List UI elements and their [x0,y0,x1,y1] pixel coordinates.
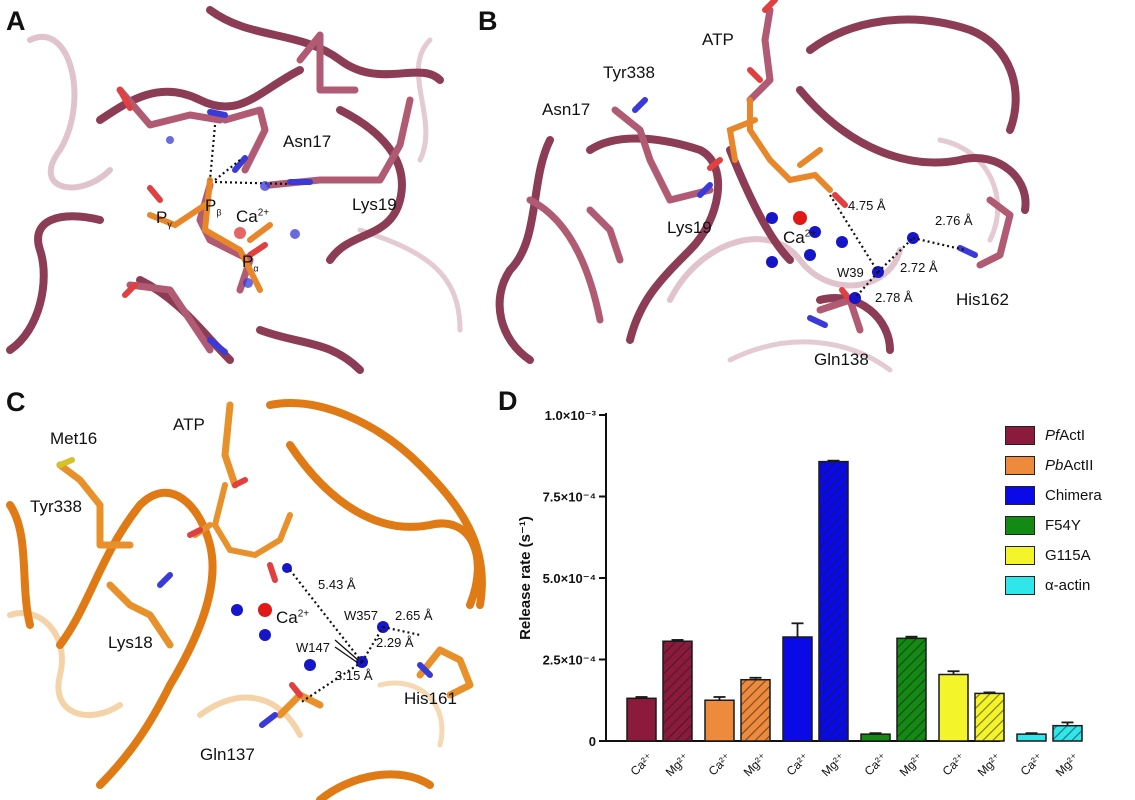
distance-3-15: 3.15 Å [335,668,373,683]
y-tick-label: 0 [589,734,596,749]
bar-α-actin-1 [1052,724,1083,742]
panel-a: A Asn17 Lys19 Ca2+ Pγ Pβ Pα [0,0,466,375]
bar-PfActI-0 [626,697,657,742]
x-tick-label: Mg²⁺ [1053,750,1082,779]
label-tyr338: Tyr338 [30,497,82,516]
distance-2-78: 2.78 Å [875,290,913,305]
x-tick-label: Mg²⁺ [975,750,1004,779]
distance-5-43: 5.43 Å [318,577,356,592]
panel-b: B ATP Tyr338 Asn17 Lys19 Ca2+ His162 Gln… [470,0,1030,375]
legend-label: G115A [1045,546,1091,564]
label-p-alpha: Pα [242,252,259,274]
label-ca-ion: Ca2+ [783,228,817,247]
legend-label: PfActI [1045,426,1086,444]
label-asn17: Asn17 [542,100,591,119]
panel-c: C Met16 ATP Tyr338 Lys18 Ca2+ W357 W147 … [0,385,500,800]
legend-label: Chimera [1045,486,1102,504]
label-w39: W39 [837,265,864,280]
x-tick-label: Mg²⁺ [897,750,926,779]
panel-label-d: D [498,386,518,416]
x-tick-label: Mg²⁺ [819,750,848,779]
label-met16: Met16 [50,429,98,448]
x-tick-label: Mg²⁺ [663,750,692,779]
label-p-gamma: Pγ [156,208,172,230]
bar-α-actin-0 [1016,733,1047,742]
label-w147: W147 [296,640,330,655]
label-ca-ion: Ca2+ [236,207,270,226]
panel-label-c: C [6,387,26,417]
y-tick-label: 2.5×10⁻⁴ [543,653,596,668]
x-tick-label: Ca²⁺ [862,750,890,778]
bar-G115A-0 [938,673,969,742]
legend-swatch [1005,425,1035,445]
legend-swatch [1005,485,1035,505]
legend-label: α-actin [1045,576,1091,594]
bar-G115A-1 [974,692,1005,742]
legend-item: Chimera [1005,480,1102,510]
distance-2-65: 2.65 Å [395,608,433,623]
bar-F54Y-0 [860,733,891,742]
legend-swatch [1005,455,1035,475]
x-tick-label: Mg²⁺ [741,750,770,779]
x-tick-label: Ca²⁺ [784,750,812,778]
y-tick-label: 7.5×10⁻⁴ [543,490,596,505]
label-his162: His162 [956,290,1009,309]
label-tyr338: Tyr338 [603,63,655,82]
label-atp: ATP [173,415,205,434]
legend-label: PbActII [1045,456,1094,474]
legend-swatch [1005,575,1035,595]
label-ca-ion: Ca2+ [276,608,310,627]
x-tick-label: Ca²⁺ [1018,750,1046,778]
panel-c-structure [6,399,486,800]
panel-a-structure [6,6,463,374]
legend-item: α-actin [1005,570,1102,600]
panel-label-a: A [6,6,26,36]
legend-item: G115A [1005,540,1102,570]
distance-2-72: 2.72 Å [900,260,938,275]
x-tick-label: Ca²⁺ [706,750,734,778]
label-lys19: Lys19 [352,195,397,214]
y-tick-label: 5.0×10⁻⁴ [543,571,596,586]
legend-item: PbActII [1005,450,1102,480]
distance-2-76: 2.76 Å [935,213,973,228]
label-his161: His161 [404,689,457,708]
legend-item: PfActI [1005,420,1102,450]
legend-swatch [1005,515,1035,535]
x-tick-label: Ca²⁺ [628,750,656,778]
y-tick-label: 1.0×10⁻³ [545,408,597,423]
bar-Chimera-0 [782,636,813,742]
label-w357: W357 [344,608,378,623]
bar-PfActI-1 [662,640,693,742]
chart-legend: PfActI PbActII Chimera F54Y G115A α-actin [1005,420,1102,600]
label-p-beta: Pβ [205,196,222,218]
label-lys18: Lys18 [108,633,153,652]
legend-item: F54Y [1005,510,1102,540]
panel-b-structure [495,0,1030,373]
label-atp: ATP [702,30,734,49]
bar-Chimera-1 [818,460,849,742]
bar-PbActII-1 [740,678,771,742]
panel-label-b: B [478,6,498,36]
label-gln137: Gln137 [200,745,255,764]
distance-2-29: 2.29 Å [376,635,414,650]
distance-4-75: 4.75 Å [848,198,886,213]
legend-label: F54Y [1045,516,1081,534]
label-gln138: Gln138 [814,350,869,369]
label-lys19: Lys19 [667,218,712,237]
x-tick-label: Ca²⁺ [940,750,968,778]
y-axis-label: Release rate (s⁻¹) [517,516,534,640]
legend-swatch [1005,545,1035,565]
label-asn17: Asn17 [283,132,332,151]
bar-F54Y-1 [896,637,927,742]
bar-PbActII-0 [704,699,735,742]
